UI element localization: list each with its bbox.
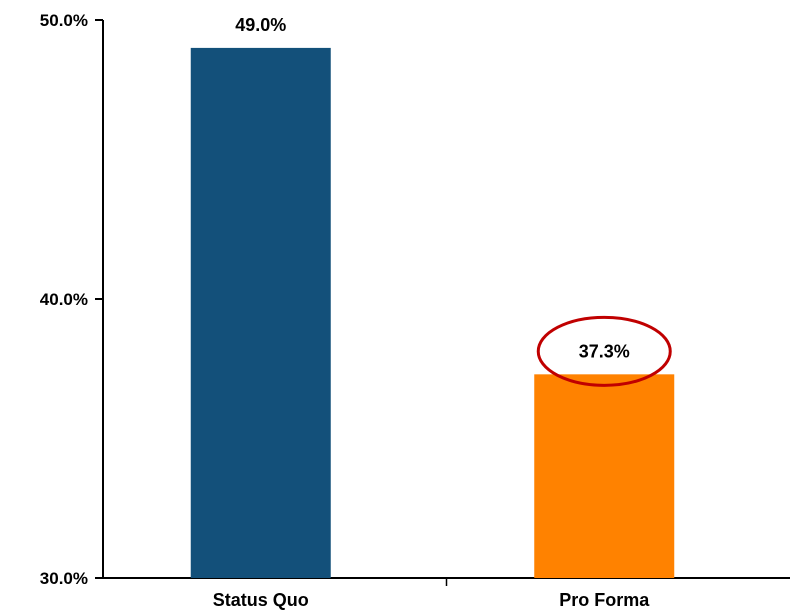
highlight-annotation: [536, 315, 672, 387]
data-label: 37.3%: [579, 341, 630, 361]
y-axis: 30.0% 40.0% 50.0%: [40, 11, 104, 588]
x-category-label: Pro Forma: [559, 590, 650, 610]
y-tick-label: 30.0%: [40, 569, 88, 588]
bars: [190, 47, 675, 578]
bar-pro-forma: [534, 374, 675, 578]
x-axis: Status Quo Pro Forma: [103, 577, 790, 610]
highlight-ellipse: [536, 315, 672, 387]
data-label: 49.0%: [235, 15, 286, 35]
bar-status-quo: [190, 47, 331, 578]
x-category-label: Status Quo: [213, 590, 309, 610]
y-tick-label: 40.0%: [40, 290, 88, 309]
data-labels: 49.0% 37.3%: [235, 15, 630, 361]
y-tick-label: 50.0%: [40, 11, 88, 30]
